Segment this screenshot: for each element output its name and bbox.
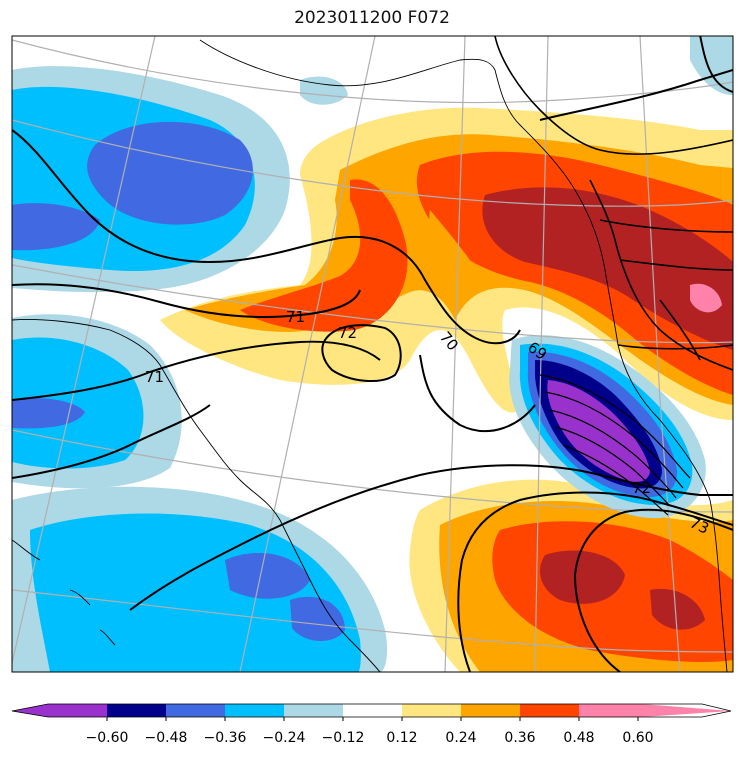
map-title: 2023011200 F072: [294, 8, 450, 28]
contour-label-71-north: 71: [286, 308, 305, 326]
map-frame: [11, 35, 734, 673]
graticule: [12, 36, 733, 672]
colorbar-tick-label: −0.24: [263, 730, 306, 746]
anomaly-negative-northwest: [12, 66, 290, 293]
colorbar-ticks: [106, 717, 639, 721]
colorbar-cell: [461, 704, 520, 717]
anomaly-negative-southwest: [12, 486, 388, 672]
colorbar-tick-label: −0.60: [86, 730, 129, 746]
colorbar-tick-label: 0.36: [504, 730, 535, 746]
colorbar-tick-label: 0.48: [563, 730, 594, 746]
colorbar-tick-label: −0.36: [204, 730, 247, 746]
colorbar-extend-high: [579, 704, 731, 717]
colorbar-cell: [402, 704, 461, 717]
colorbar-cell: [166, 704, 225, 717]
colorbar-cell: [284, 704, 343, 717]
colorbar-cell: [343, 704, 402, 717]
colorbar-extend-low: [12, 704, 107, 717]
anomaly-negative-coast: [509, 335, 706, 519]
contour-label-72-south: 72: [632, 479, 651, 497]
borders: [494, 36, 733, 371]
anomaly-negative-west: [12, 314, 182, 489]
colorbar-cells: [12, 704, 731, 717]
colorbar-tick-labels: −0.60 −0.48 −0.36 −0.24 −0.12 0.12 0.24 …: [86, 730, 654, 746]
colorbar-cell: [520, 704, 579, 717]
height-contours-tight: [539, 374, 691, 516]
map-field: [12, 36, 733, 672]
anomaly-negative-northeast: [690, 36, 733, 95]
anomaly-positive-southeast: [409, 479, 733, 672]
colorbar-tick-label: −0.48: [145, 730, 188, 746]
contour-label-71-west: 71: [145, 368, 164, 386]
colorbar-cell: [107, 704, 166, 717]
colorbar: −0.60 −0.48 −0.36 −0.24 −0.12 0.12 0.24 …: [11, 703, 732, 746]
colorbar-tick-label: 0.12: [386, 730, 417, 746]
colorbar-tick-label: 0.24: [445, 730, 476, 746]
coastlines: [12, 39, 728, 672]
colorbar-tick-label: 0.60: [622, 730, 653, 746]
colorbar-outline: [11, 703, 732, 718]
contour-label-72-north: 72: [338, 324, 357, 342]
contour-labels: 71 72 70 69 71 72 73: [145, 308, 712, 538]
colorbar-tick-label: −0.12: [322, 730, 365, 746]
colorbar-cell: [225, 704, 284, 717]
